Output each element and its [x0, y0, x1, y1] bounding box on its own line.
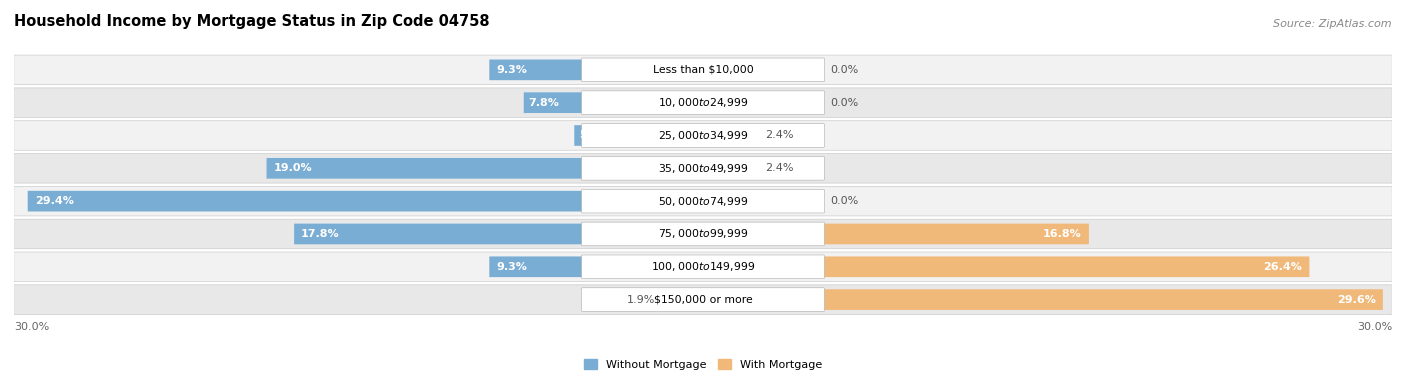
- FancyBboxPatch shape: [524, 92, 703, 113]
- Text: $35,000 to $49,999: $35,000 to $49,999: [658, 162, 748, 175]
- Text: 5.6%: 5.6%: [579, 130, 610, 141]
- Text: 16.8%: 16.8%: [1043, 229, 1083, 239]
- FancyBboxPatch shape: [489, 256, 703, 277]
- FancyBboxPatch shape: [14, 252, 1392, 282]
- Text: $150,000 or more: $150,000 or more: [654, 294, 752, 305]
- FancyBboxPatch shape: [582, 91, 824, 115]
- FancyBboxPatch shape: [703, 224, 1088, 244]
- Text: 17.8%: 17.8%: [301, 229, 340, 239]
- Text: Household Income by Mortgage Status in Zip Code 04758: Household Income by Mortgage Status in Z…: [14, 14, 489, 29]
- FancyBboxPatch shape: [489, 60, 703, 80]
- Text: Source: ZipAtlas.com: Source: ZipAtlas.com: [1274, 18, 1392, 29]
- Text: 7.8%: 7.8%: [529, 98, 560, 108]
- FancyBboxPatch shape: [14, 55, 1392, 84]
- Text: 0.0%: 0.0%: [831, 65, 859, 75]
- FancyBboxPatch shape: [582, 255, 824, 279]
- Text: 9.3%: 9.3%: [496, 65, 527, 75]
- Text: 19.0%: 19.0%: [274, 163, 312, 173]
- FancyBboxPatch shape: [294, 224, 703, 244]
- Text: 2.4%: 2.4%: [765, 130, 793, 141]
- FancyBboxPatch shape: [582, 288, 824, 311]
- Text: 1.9%: 1.9%: [627, 294, 655, 305]
- FancyBboxPatch shape: [703, 158, 758, 179]
- Text: $25,000 to $34,999: $25,000 to $34,999: [658, 129, 748, 142]
- FancyBboxPatch shape: [267, 158, 703, 179]
- FancyBboxPatch shape: [14, 121, 1392, 150]
- FancyBboxPatch shape: [14, 153, 1392, 183]
- FancyBboxPatch shape: [582, 156, 824, 180]
- Text: 26.4%: 26.4%: [1264, 262, 1302, 272]
- FancyBboxPatch shape: [28, 191, 703, 211]
- FancyBboxPatch shape: [14, 88, 1392, 118]
- FancyBboxPatch shape: [14, 219, 1392, 249]
- FancyBboxPatch shape: [703, 256, 1309, 277]
- Legend: Without Mortgage, With Mortgage: Without Mortgage, With Mortgage: [579, 355, 827, 374]
- Text: 29.4%: 29.4%: [35, 196, 73, 206]
- FancyBboxPatch shape: [582, 58, 824, 82]
- FancyBboxPatch shape: [582, 222, 824, 246]
- Text: $100,000 to $149,999: $100,000 to $149,999: [651, 260, 755, 273]
- Text: 30.0%: 30.0%: [1357, 322, 1392, 332]
- FancyBboxPatch shape: [14, 186, 1392, 216]
- Text: 30.0%: 30.0%: [14, 322, 49, 332]
- FancyBboxPatch shape: [582, 124, 824, 147]
- Text: $75,000 to $99,999: $75,000 to $99,999: [658, 227, 748, 241]
- Text: Less than $10,000: Less than $10,000: [652, 65, 754, 75]
- FancyBboxPatch shape: [14, 285, 1392, 314]
- Text: 0.0%: 0.0%: [831, 196, 859, 206]
- Text: 29.6%: 29.6%: [1337, 294, 1376, 305]
- Text: $50,000 to $74,999: $50,000 to $74,999: [658, 195, 748, 208]
- FancyBboxPatch shape: [659, 289, 703, 310]
- Text: 0.0%: 0.0%: [831, 98, 859, 108]
- Text: $10,000 to $24,999: $10,000 to $24,999: [658, 96, 748, 109]
- Text: 9.3%: 9.3%: [496, 262, 527, 272]
- FancyBboxPatch shape: [574, 125, 703, 146]
- FancyBboxPatch shape: [582, 189, 824, 213]
- FancyBboxPatch shape: [703, 289, 1384, 310]
- Text: 2.4%: 2.4%: [765, 163, 793, 173]
- FancyBboxPatch shape: [703, 125, 758, 146]
